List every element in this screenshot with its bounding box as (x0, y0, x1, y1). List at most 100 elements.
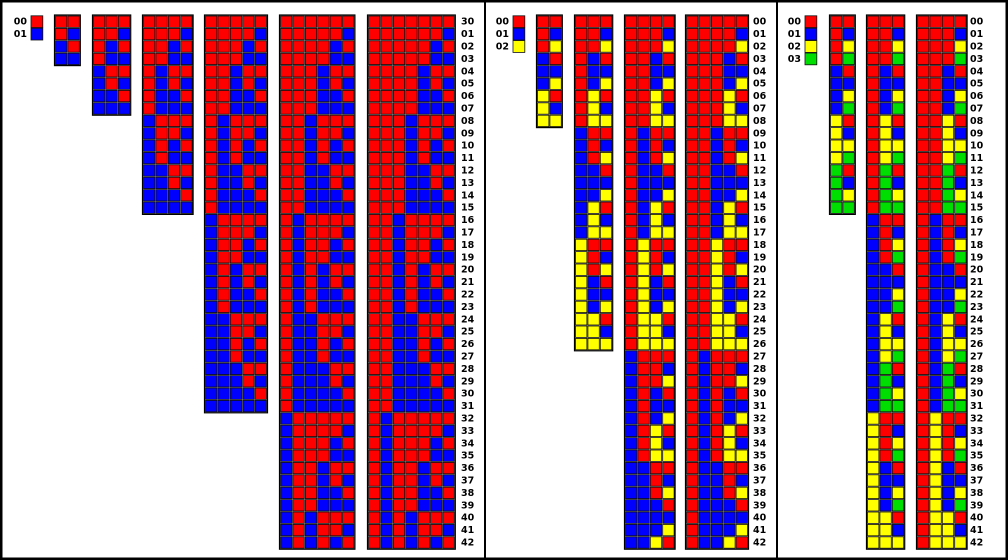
grid-cell (867, 40, 880, 53)
grid-cell (735, 127, 748, 140)
row-label: 07 (753, 104, 766, 115)
grid-cell (625, 511, 638, 524)
grid-cell (329, 325, 342, 338)
grid-cell (710, 238, 724, 251)
grid-cell (342, 325, 355, 338)
grid-cell (649, 399, 663, 413)
grid-cell (430, 65, 443, 78)
grid-cell (575, 325, 588, 338)
row-label: 10 (461, 141, 475, 152)
grid-cell (342, 15, 355, 28)
grid-cell (105, 77, 118, 90)
grid-cell (304, 362, 318, 376)
grid-cell (368, 524, 381, 537)
grid-cell (879, 263, 892, 276)
grid-cell (405, 437, 418, 450)
grid-cell (254, 102, 267, 115)
grid-cell (662, 114, 675, 127)
grid-cell (143, 102, 156, 115)
grid-cell (867, 275, 880, 289)
grid-cell (380, 536, 393, 549)
grid-cell (167, 164, 181, 177)
grid-cell (599, 251, 613, 264)
legend-swatch (804, 52, 818, 66)
grid-cell (842, 52, 855, 66)
grid-cell (442, 449, 455, 462)
row-label: 23 (970, 302, 983, 313)
grid-cell (954, 90, 967, 103)
grid-cell (698, 536, 711, 549)
row-label: 38 (753, 488, 767, 499)
row-label: 12 (461, 166, 474, 177)
grid-cell (599, 238, 613, 251)
grid-cell (430, 226, 443, 239)
grid-cell (430, 325, 443, 338)
grid-cell (842, 139, 855, 152)
grid-cell (735, 313, 748, 326)
grid-cell (380, 350, 393, 363)
grid-cell (575, 77, 588, 90)
grid-cell (587, 238, 600, 251)
grid-cell (710, 65, 724, 78)
grid-cell (954, 300, 967, 314)
grid-cell (637, 27, 650, 41)
grid-cell (698, 337, 711, 351)
grid-cell (941, 27, 955, 41)
grid-cell (155, 15, 168, 28)
grid-cell (67, 40, 80, 53)
grid-cell (254, 139, 267, 152)
grid-cell (954, 40, 967, 53)
grid-cell (405, 263, 418, 276)
grid-cell (167, 127, 181, 140)
grid-cell (867, 461, 880, 475)
grid-cell (710, 375, 724, 388)
grid-cell (941, 536, 955, 549)
grid-cell (280, 524, 293, 537)
grid-cell (891, 275, 905, 289)
grid-cell (304, 226, 318, 239)
grid-cell (917, 449, 930, 462)
grid-cell (55, 52, 68, 66)
grid-cell (710, 474, 724, 487)
grid-cell (662, 313, 675, 326)
grid-cell (329, 412, 342, 425)
grid-cell (954, 350, 967, 363)
grid-cell (698, 275, 711, 289)
grid-cell (698, 387, 711, 400)
grid-cell (217, 176, 230, 189)
grid-cell (155, 102, 168, 115)
grid-cell (417, 313, 430, 326)
grid-cell (155, 164, 168, 177)
grid-cell (917, 375, 930, 388)
grid-cell (405, 114, 418, 127)
grid-cell (941, 226, 955, 239)
grid-cell (368, 238, 381, 251)
grid-cell (649, 251, 663, 264)
grid-cell (723, 424, 736, 438)
grid-cell (842, 15, 855, 28)
grid-cell (417, 102, 430, 115)
grid-cell (430, 437, 443, 450)
grid-cell (304, 164, 318, 177)
grid-cell (405, 90, 418, 103)
grid-cell (442, 300, 455, 314)
grid-cell (380, 288, 393, 301)
grid-cell (662, 412, 675, 425)
grid-cell (686, 300, 699, 314)
grid-cell (292, 362, 305, 376)
row-label: 11 (753, 153, 766, 164)
grid-cell (723, 90, 736, 103)
grid-cell (229, 102, 243, 115)
grid-cell (891, 288, 905, 301)
row-label: 29 (753, 376, 766, 387)
grid-cell (417, 362, 430, 376)
grid-cell (710, 90, 724, 103)
row-label: 41 (461, 525, 474, 536)
row-label: 22 (970, 290, 983, 301)
grid-cell (368, 213, 381, 227)
grid-cell (317, 474, 330, 487)
grid-cell (329, 90, 342, 103)
grid-cell (599, 27, 613, 41)
grid-cell (637, 536, 650, 549)
grid-cell (710, 437, 724, 450)
